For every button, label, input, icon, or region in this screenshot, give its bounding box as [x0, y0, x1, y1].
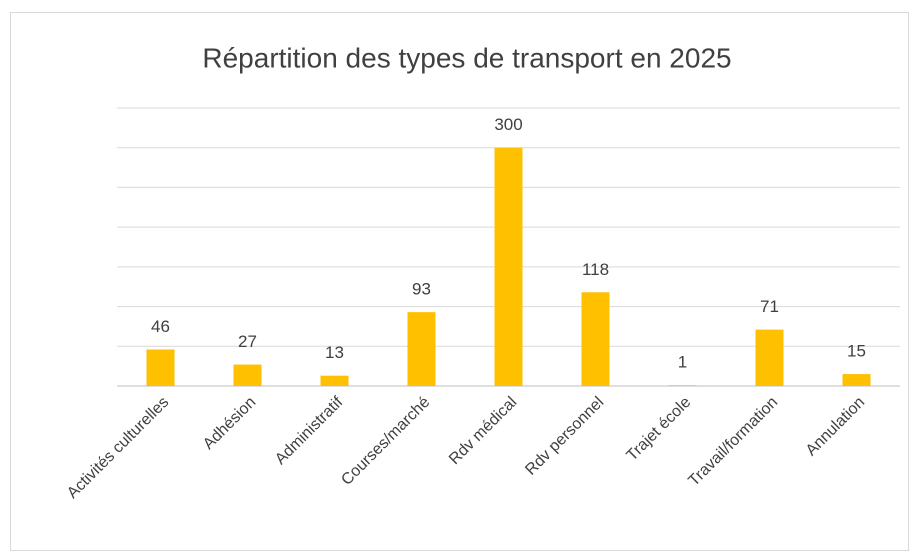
data-label: 46 — [151, 317, 170, 336]
data-label: 1 — [678, 353, 687, 372]
chart-border — [10, 12, 909, 551]
data-label: 13 — [325, 343, 344, 362]
data-label: 300 — [494, 115, 522, 134]
bar — [581, 292, 610, 386]
chart-title: Répartition des types de transport en 20… — [202, 42, 731, 73]
bar — [755, 329, 784, 386]
data-label: 27 — [238, 332, 257, 351]
bar — [668, 385, 697, 386]
bar — [233, 364, 262, 386]
bar — [842, 374, 871, 386]
bar — [146, 349, 175, 386]
bar — [494, 147, 523, 386]
data-label: 71 — [760, 297, 779, 316]
data-label: 93 — [412, 280, 431, 299]
bar — [320, 375, 349, 386]
bar — [407, 312, 436, 386]
data-label: 15 — [847, 342, 866, 361]
data-label: 118 — [582, 260, 609, 279]
